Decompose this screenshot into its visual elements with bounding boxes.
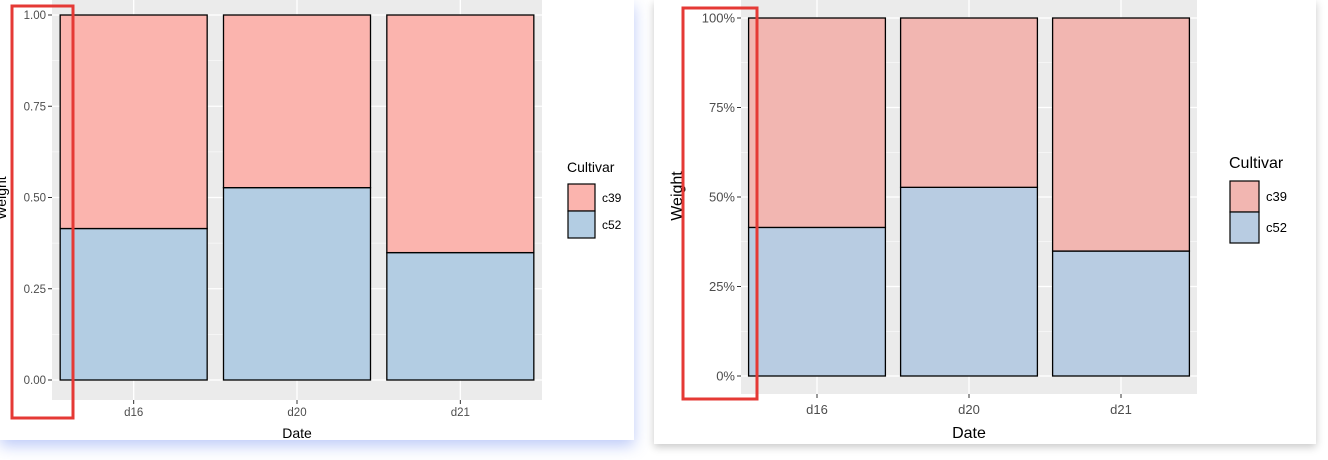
left-chart-panel: 0.00 0.25 0.50 0.75 1.00 d16 d20 d21 Date Weight C… [0, 0, 634, 441]
right-chart: 0%25%50%75%100%d16 d20 d21DateWeightCultiv… [669, 0, 1287, 442]
bar-c52-d20 [899, 186, 1039, 377]
legend-key-c52 [567, 210, 596, 239]
bar-c39-d16 [747, 17, 887, 229]
bar-c52-d16 [59, 227, 208, 381]
right-chart-panel: 0% 25% 50% 75% 100% d16 d20 d21 Date Weight Cultiv… [654, 0, 1316, 444]
bar-c39-d20 [899, 17, 1039, 188]
bar-c39-d21 [386, 14, 535, 254]
legend-label-c39: c39 [1266, 189, 1287, 204]
y-axis-title: Weight [0, 176, 9, 219]
legend-title: Cultivar [1229, 155, 1284, 172]
bar-c39-d21 [1051, 17, 1191, 252]
y-tick-label: 0.25 [24, 284, 46, 296]
y-tick-label: 50% [709, 190, 735, 205]
legend-key-c39 [1229, 180, 1260, 213]
x-tick-label: d16 [806, 402, 828, 417]
x-axis-title: Date [282, 425, 312, 441]
y-tick-label: 100% [702, 11, 736, 26]
x-tick-label: d21 [451, 407, 470, 419]
y-tick-label: 0.50 [24, 193, 46, 205]
legend-label-c52: c52 [1266, 220, 1287, 235]
highlight-box [681, 6, 759, 401]
y-tick-label: 0% [716, 369, 735, 384]
x-axis-title: Date [952, 425, 986, 442]
bar-c39-d16 [59, 14, 208, 230]
bar-c52-d21 [386, 251, 535, 381]
legend-title: Cultivar [567, 159, 615, 175]
x-tick-label: d20 [958, 402, 980, 417]
highlight-box [10, 4, 75, 420]
legend-label-c52: c52 [602, 218, 622, 232]
y-tick-label: 25% [709, 279, 735, 294]
y-tick-label: 0.00 [24, 375, 46, 387]
bar-c39-d20 [222, 14, 372, 189]
bar-c52-d20 [222, 186, 372, 381]
y-tick-label: 75% [709, 100, 735, 115]
y-tick-label: 0.75 [24, 101, 46, 113]
y-tick-label: 1.00 [24, 10, 46, 22]
legend-label-c39: c39 [602, 191, 622, 205]
x-tick-label: d16 [124, 407, 143, 419]
x-tick-label: d21 [1110, 402, 1132, 417]
legend-key-c52 [1229, 211, 1260, 244]
bar-c52-d16 [747, 226, 887, 377]
bar-c52-d21 [1051, 250, 1191, 377]
legend-key-c39 [567, 183, 596, 212]
left-chart: 0.00 0.25 0.50 0.75 1.00 d16 d20 d21 Date Weight C… [0, 0, 622, 441]
x-tick-label: d20 [287, 407, 306, 419]
